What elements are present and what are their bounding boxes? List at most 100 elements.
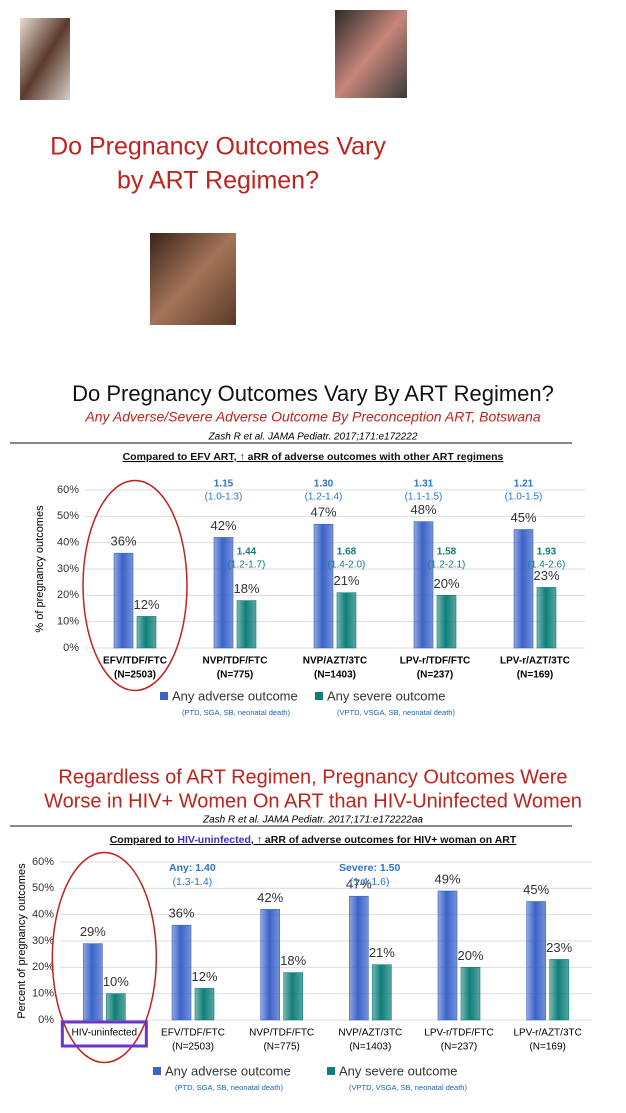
y-tick-label: 50% bbox=[57, 510, 79, 522]
bar bbox=[313, 523, 334, 649]
rr-label: 1.31 bbox=[414, 479, 434, 490]
chart-title: Worse in HIV+ Women On ART than HIV-Unin… bbox=[44, 790, 582, 812]
data-label: 20% bbox=[457, 948, 483, 963]
rr-label: 1.93 bbox=[537, 547, 557, 558]
legend-label: Any adverse outcome bbox=[172, 688, 298, 703]
bar bbox=[194, 988, 215, 1021]
annotation-ci: (1.4-1.6) bbox=[350, 876, 390, 888]
data-label: 10% bbox=[103, 974, 129, 989]
data-label: 21% bbox=[333, 573, 359, 588]
slide-title: by ART Regimen? bbox=[117, 167, 319, 195]
y-tick-label: 0% bbox=[63, 642, 79, 654]
data-label: 45% bbox=[523, 882, 549, 897]
data-label: 42% bbox=[210, 518, 236, 533]
y-tick-label: 30% bbox=[57, 563, 79, 575]
x-tick-label: NVP/AZT/3TC bbox=[338, 1028, 402, 1039]
bar bbox=[236, 600, 257, 649]
rr-ci: (1.2-2.1) bbox=[428, 560, 466, 571]
legend-label: Any severe outcome bbox=[327, 688, 446, 703]
chart-title: Do Pregnancy Outcomes Vary By ART Regime… bbox=[72, 381, 554, 406]
bar bbox=[283, 972, 303, 1021]
x-tick-sublabel: (N=1403) bbox=[314, 670, 356, 681]
photo bbox=[335, 10, 407, 98]
data-label: 36% bbox=[110, 534, 136, 549]
x-tick-label: LPV-r/AZT/3TC bbox=[500, 656, 570, 667]
rr-label: 1.68 bbox=[337, 547, 357, 558]
data-label: 36% bbox=[168, 906, 194, 921]
x-tick-label: NVP/AZT/3TC bbox=[303, 656, 367, 667]
legend-note: (PTD, SGA, SB, neonatal death) bbox=[182, 708, 290, 717]
y-tick-label: 20% bbox=[57, 589, 79, 601]
bar bbox=[460, 967, 481, 1021]
bar bbox=[513, 529, 534, 649]
citation: Zash R et al. JAMA Pediatr. 2017;171:e17… bbox=[202, 815, 423, 826]
y-tick-label: 60% bbox=[57, 484, 79, 496]
photo bbox=[20, 18, 70, 100]
bar bbox=[536, 587, 557, 649]
highlight-circle bbox=[82, 479, 188, 692]
x-tick-sublabel: (N=169) bbox=[517, 670, 553, 681]
rr-ci: (1.0-1.5) bbox=[505, 492, 543, 503]
x-tick-label: NVP/TDF/FTC bbox=[249, 1028, 314, 1039]
bar bbox=[171, 924, 192, 1021]
bar bbox=[413, 521, 434, 649]
rr-ci: (1.2-1.7) bbox=[228, 560, 266, 571]
x-tick-label: LPV-r/AZT/3TC bbox=[513, 1028, 581, 1039]
data-label: 48% bbox=[410, 502, 436, 517]
data-label: 23% bbox=[533, 568, 559, 583]
header-part: Compared to EFV ART, ↑ aRR of adverse ou… bbox=[123, 451, 504, 463]
y-axis-label: % of pregnancy outcomes bbox=[34, 505, 46, 633]
legend-label: Any severe outcome bbox=[339, 1063, 458, 1078]
highlight-circle bbox=[51, 851, 158, 1064]
header-part: HIV-uninfected bbox=[177, 834, 251, 846]
bar bbox=[349, 895, 369, 1021]
x-tick-label: EFV/TDF/FTC bbox=[161, 1028, 225, 1039]
data-label: 20% bbox=[433, 576, 459, 591]
rr-ci: (1.4-2.0) bbox=[328, 560, 366, 571]
x-tick-sublabel: (N=1403) bbox=[349, 1042, 391, 1053]
x-tick-sublabel: (N=2503) bbox=[172, 1042, 214, 1053]
annotation: Severe: 1.50 bbox=[339, 862, 400, 874]
x-tick-sublabel: (N=775) bbox=[217, 670, 253, 681]
data-label: 29% bbox=[80, 924, 106, 939]
photo bbox=[150, 233, 236, 325]
data-label: 45% bbox=[510, 510, 536, 525]
y-tick-label: 40% bbox=[32, 909, 54, 921]
y-tick-label: 10% bbox=[32, 988, 54, 1000]
y-tick-label: 0% bbox=[38, 1014, 54, 1026]
bar bbox=[106, 993, 126, 1021]
data-label: 49% bbox=[434, 871, 460, 886]
header-part: , ↑ aRR of adverse outcomes for HIV+ wom… bbox=[251, 834, 517, 846]
bar bbox=[549, 959, 569, 1021]
rr-label: 1.30 bbox=[314, 479, 334, 490]
chart-subtitle: Any Adverse/Severe Adverse Outcome By Pr… bbox=[84, 409, 540, 425]
rr-ci: (1.0-1.3) bbox=[205, 492, 243, 503]
x-tick-label: HIV-uninfected bbox=[72, 1028, 138, 1039]
chart-title: Regardless of ART Regimen, Pregnancy Out… bbox=[58, 766, 567, 788]
data-label: 12% bbox=[191, 969, 217, 984]
legend-label: Any adverse outcome bbox=[165, 1063, 291, 1078]
highlight-box bbox=[60, 1020, 148, 1048]
data-label: 42% bbox=[257, 890, 283, 905]
bar bbox=[526, 901, 546, 1021]
data-label: 18% bbox=[280, 953, 306, 968]
rr-ci: (1.4-2.6) bbox=[528, 560, 566, 571]
rr-label: 1.15 bbox=[214, 479, 234, 490]
rr-label: 1.21 bbox=[514, 479, 534, 490]
data-label: 18% bbox=[233, 581, 259, 596]
data-label: 47% bbox=[310, 505, 336, 520]
bar bbox=[437, 890, 458, 1021]
bar bbox=[136, 616, 157, 649]
bar bbox=[83, 943, 103, 1021]
data-label: 12% bbox=[133, 597, 159, 612]
bar bbox=[372, 964, 392, 1021]
data-label: 23% bbox=[546, 940, 572, 955]
x-tick-label: LPV-r/TDF/FTC bbox=[424, 1028, 493, 1039]
x-tick-label: LPV-r/TDF/FTC bbox=[400, 656, 471, 667]
bar bbox=[213, 537, 234, 649]
rr-ci: (1.2-1.4) bbox=[305, 492, 343, 503]
annotation-ci: (1.3-1.4) bbox=[172, 876, 212, 888]
x-tick-label: EFV/TDF/FTC bbox=[103, 656, 167, 667]
